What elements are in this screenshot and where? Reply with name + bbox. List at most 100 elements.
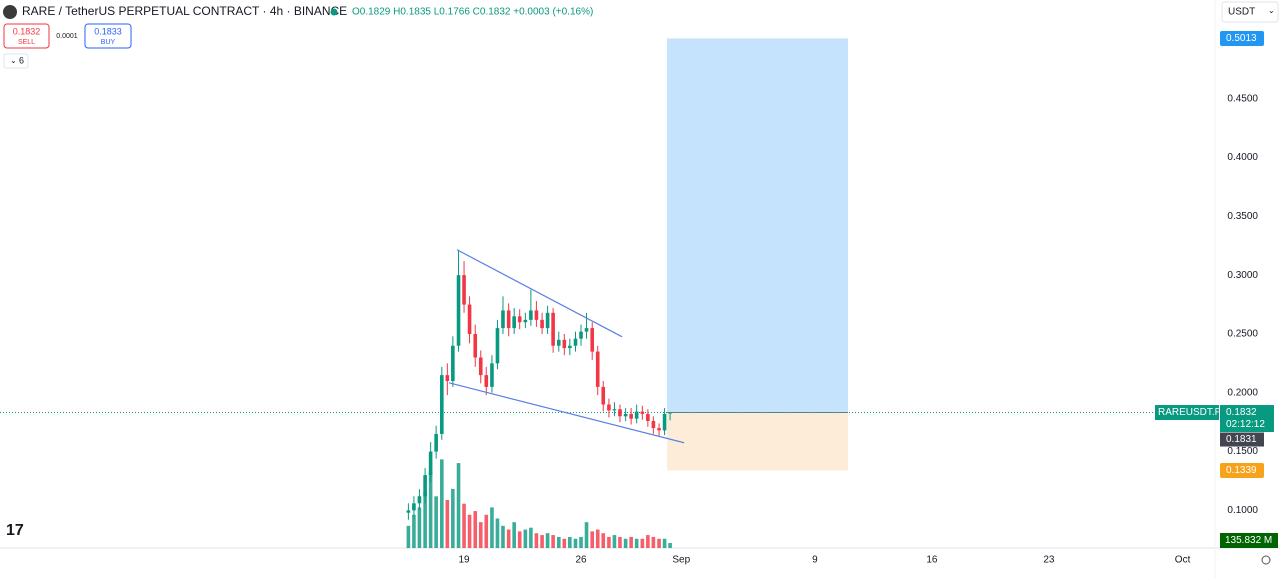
sell-label: SELL: [18, 39, 35, 46]
volume-tag: 135.832 M: [1225, 535, 1272, 546]
volume-bar: [540, 535, 544, 548]
candle-body: [495, 328, 500, 364]
candle-body: [562, 339, 567, 349]
volume-bar: [612, 535, 617, 548]
bid-tag-bg: [1220, 432, 1264, 447]
candle-body: [579, 331, 583, 339]
volume-bar: [428, 470, 433, 548]
volume-bar: [467, 514, 472, 548]
volume-bar: [495, 518, 500, 548]
candle-body: [534, 310, 539, 320]
profit-zone: [667, 38, 849, 413]
candle-body: [640, 411, 645, 414]
candle-body: [462, 275, 466, 305]
volume-bar: [662, 538, 667, 548]
y-tick-label: 0.1000: [1227, 505, 1258, 516]
x-tick-label: 23: [1043, 555, 1055, 566]
buy-button[interactable]: [84, 23, 132, 49]
volume-bar: [601, 533, 606, 548]
volume-bar: [440, 459, 444, 548]
stop-tag: 0.1339: [1226, 465, 1257, 476]
buy-label: BUY: [101, 39, 116, 46]
candle-body: [612, 409, 617, 411]
volume-bar: [634, 538, 639, 548]
candle-body: [517, 316, 522, 323]
y-tick-label: 0.3500: [1227, 211, 1258, 222]
candle-body: [523, 319, 528, 323]
y-tick-label: 0.3000: [1227, 270, 1258, 281]
volume-bar: [623, 538, 628, 548]
candle-body: [662, 413, 667, 431]
candle-body: [451, 345, 455, 382]
sell-button[interactable]: [3, 23, 50, 49]
volume-bar: [529, 527, 533, 548]
dropdown-arrow: ⌄: [1268, 6, 1275, 15]
currency: USDT: [1228, 7, 1255, 18]
indicators-toggle[interactable]: [3, 53, 29, 69]
candle-body: [601, 386, 606, 405]
volume-bar: [523, 529, 528, 548]
trendline: [448, 382, 685, 444]
volume-bar: [534, 533, 539, 548]
x-tick-label: 16: [926, 555, 938, 566]
volume-bar: [579, 536, 583, 548]
loss-zone: [667, 412, 849, 471]
x-tick-label: 19: [458, 555, 470, 566]
currency-select[interactable]: [1221, 1, 1279, 23]
x-tick-label: 9: [812, 555, 818, 566]
volume-bar: [501, 525, 505, 548]
candle-body: [618, 409, 622, 417]
candle-body: [545, 312, 550, 329]
candle-body: [651, 420, 656, 429]
buy-price: 0.1833: [94, 26, 122, 36]
candle-body: [423, 475, 427, 497]
symbol-title[interactable]: RARE / TetherUS PERPETUAL CONTRACT · 4h …: [22, 4, 347, 18]
stop-tag-bg: [1220, 463, 1264, 479]
last-price-tag-bg: [1220, 405, 1274, 433]
volume-bar: [562, 538, 567, 548]
candle-body: [668, 412, 672, 414]
candle-body: [590, 328, 595, 352]
candle-body: [506, 310, 511, 329]
volume-bar: [434, 496, 438, 548]
candle-body: [484, 375, 489, 387]
candle-body: [584, 328, 589, 332]
candle-body: [428, 451, 433, 476]
volume-bar: [618, 536, 622, 548]
market-status: [330, 8, 338, 16]
volume-bar: [423, 492, 427, 548]
candle-body: [512, 316, 516, 329]
indicators-count: 6: [19, 55, 24, 65]
last-price-tag: 0.1832: [1226, 407, 1257, 418]
volume-bar: [607, 536, 611, 548]
candle-body: [529, 310, 533, 320]
candle-body: [440, 375, 444, 434]
volume-bar: [456, 463, 461, 548]
candle-body: [657, 428, 661, 431]
tv-logo: 17: [6, 522, 24, 539]
volume-bar: [545, 533, 550, 548]
volume-bar: [406, 525, 411, 548]
sell-price: 0.1832: [13, 26, 41, 36]
candle-body: [417, 496, 422, 504]
candle-body: [568, 345, 572, 349]
candle-body: [629, 413, 633, 419]
settings-icon[interactable]: [1261, 555, 1271, 565]
candle-body: [551, 312, 555, 346]
volume-bar: [651, 536, 656, 548]
volume-bar: [640, 538, 645, 548]
volume-bar: [478, 522, 483, 548]
volume-bar: [412, 514, 416, 548]
candle-body: [473, 333, 478, 358]
volume-bar: [490, 507, 494, 548]
candle-body: [490, 363, 494, 387]
x-tick-label: Sep: [672, 555, 690, 566]
volume-tag-bg: [1220, 533, 1278, 548]
candle-body: [623, 413, 628, 417]
volume-bar: [668, 542, 672, 548]
symbol-icon: [3, 5, 17, 19]
spread: 0.0001: [56, 33, 78, 40]
candle-body: [556, 339, 561, 346]
y-tick-label: 0.4500: [1227, 93, 1258, 104]
